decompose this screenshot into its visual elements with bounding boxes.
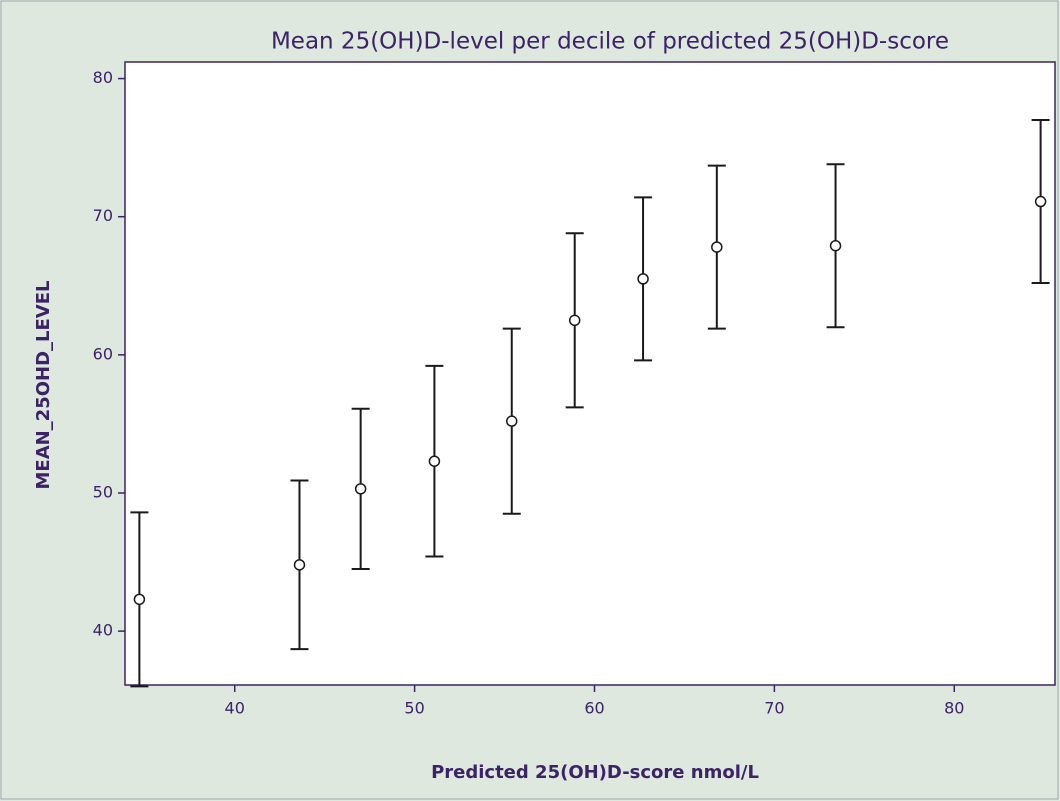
x-tick-label: 80 bbox=[944, 699, 964, 718]
point bbox=[568, 314, 581, 327]
point bbox=[354, 483, 367, 495]
x-tick-label: 70 bbox=[764, 699, 784, 718]
x-tick-label: 60 bbox=[584, 699, 604, 718]
chart-title: Mean 25(OH)D-level per decile of predict… bbox=[271, 29, 949, 55]
point bbox=[829, 239, 842, 252]
y-tick-label: 80 bbox=[93, 68, 113, 87]
point bbox=[293, 559, 306, 571]
point bbox=[1034, 195, 1047, 208]
y-tick-label: 60 bbox=[93, 344, 113, 363]
point bbox=[428, 455, 441, 467]
y-axis-label: MEAN_25OHD_LEVEL bbox=[33, 280, 54, 489]
point bbox=[711, 241, 723, 253]
point bbox=[637, 273, 649, 285]
plot-area bbox=[124, 61, 1056, 686]
y-tick-label: 50 bbox=[93, 482, 113, 501]
y-tick-label: 70 bbox=[93, 206, 113, 225]
x-axis-label: Predicted 25(OH)D-score nmol/L bbox=[431, 762, 759, 783]
x-tick-label: 50 bbox=[404, 699, 424, 718]
x-tick-label: 40 bbox=[225, 699, 245, 718]
point bbox=[133, 593, 146, 606]
point bbox=[506, 415, 518, 427]
y-tick-label: 40 bbox=[93, 621, 113, 640]
